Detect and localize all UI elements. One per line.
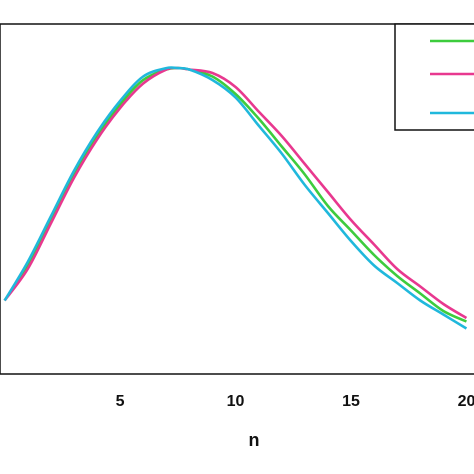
legend	[394, 23, 474, 131]
x-axis-title: n	[249, 430, 260, 450]
series-line-2	[3, 66, 468, 320]
x-tick-label: 20	[458, 393, 474, 410]
legend-entries	[430, 39, 474, 115]
x-tick-label: 5	[116, 393, 125, 410]
series-line-3	[3, 66, 468, 330]
x-axis-ticks: 5 10 15 20	[116, 393, 474, 410]
x-tick-label: 10	[227, 393, 245, 410]
series-layer	[3, 66, 468, 330]
x-tick-label: 15	[342, 393, 360, 410]
series-line-1	[3, 66, 467, 323]
